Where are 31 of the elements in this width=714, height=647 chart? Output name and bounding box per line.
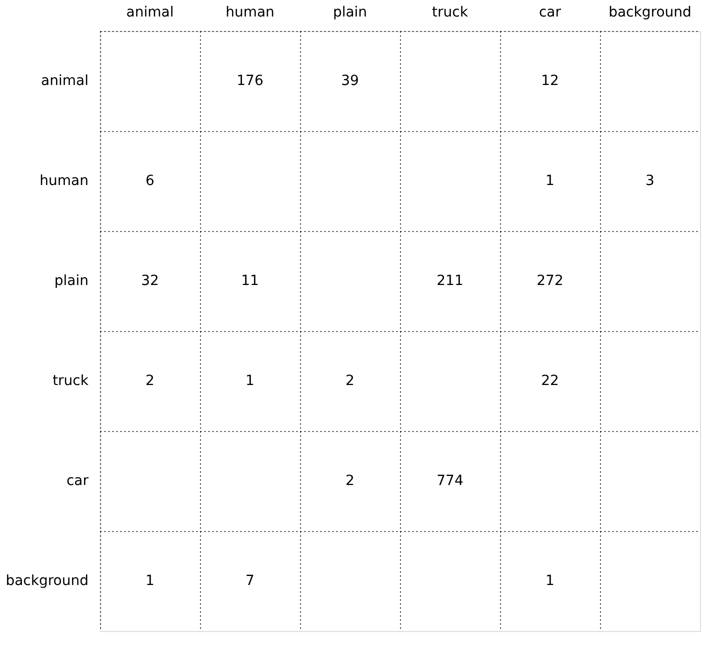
y-tick-label: truck <box>52 373 90 389</box>
x-tick-label: background <box>608 4 692 20</box>
x-tick-label: truck <box>432 4 469 20</box>
data-label: 32 <box>141 273 159 289</box>
data-label: 272 <box>536 273 564 289</box>
data-label: 39 <box>341 73 359 89</box>
data-label: 774 <box>436 473 464 489</box>
data-label: 176 <box>236 73 264 89</box>
data-label: 1 <box>546 573 554 589</box>
data-label: 211 <box>436 273 464 289</box>
data-label: 2 <box>346 373 354 389</box>
data-label: 12 <box>541 73 559 89</box>
x-tick-label: animal <box>126 4 174 20</box>
data-label: 3 <box>646 173 654 189</box>
data-label: 1 <box>146 573 154 589</box>
x-tick-label: human <box>226 4 274 20</box>
data-label: 6 <box>146 173 155 189</box>
data-label: 1 <box>546 173 554 189</box>
y-tick-label: car <box>66 473 89 489</box>
x-tick-label: car <box>538 4 562 20</box>
y-tick-label: animal <box>41 73 88 89</box>
data-label: 22 <box>541 373 559 389</box>
data-label: 2 <box>146 373 154 389</box>
y-tick-label: background <box>6 573 88 589</box>
y-tick-label: human <box>40 173 88 189</box>
data-label: 1 <box>246 373 254 389</box>
y-tick-label: plain <box>54 273 88 289</box>
data-label: 7 <box>246 573 254 589</box>
data-label: 2 <box>346 473 354 489</box>
x-tick-label: plain <box>332 4 368 20</box>
data-label: 11 <box>241 273 259 289</box>
